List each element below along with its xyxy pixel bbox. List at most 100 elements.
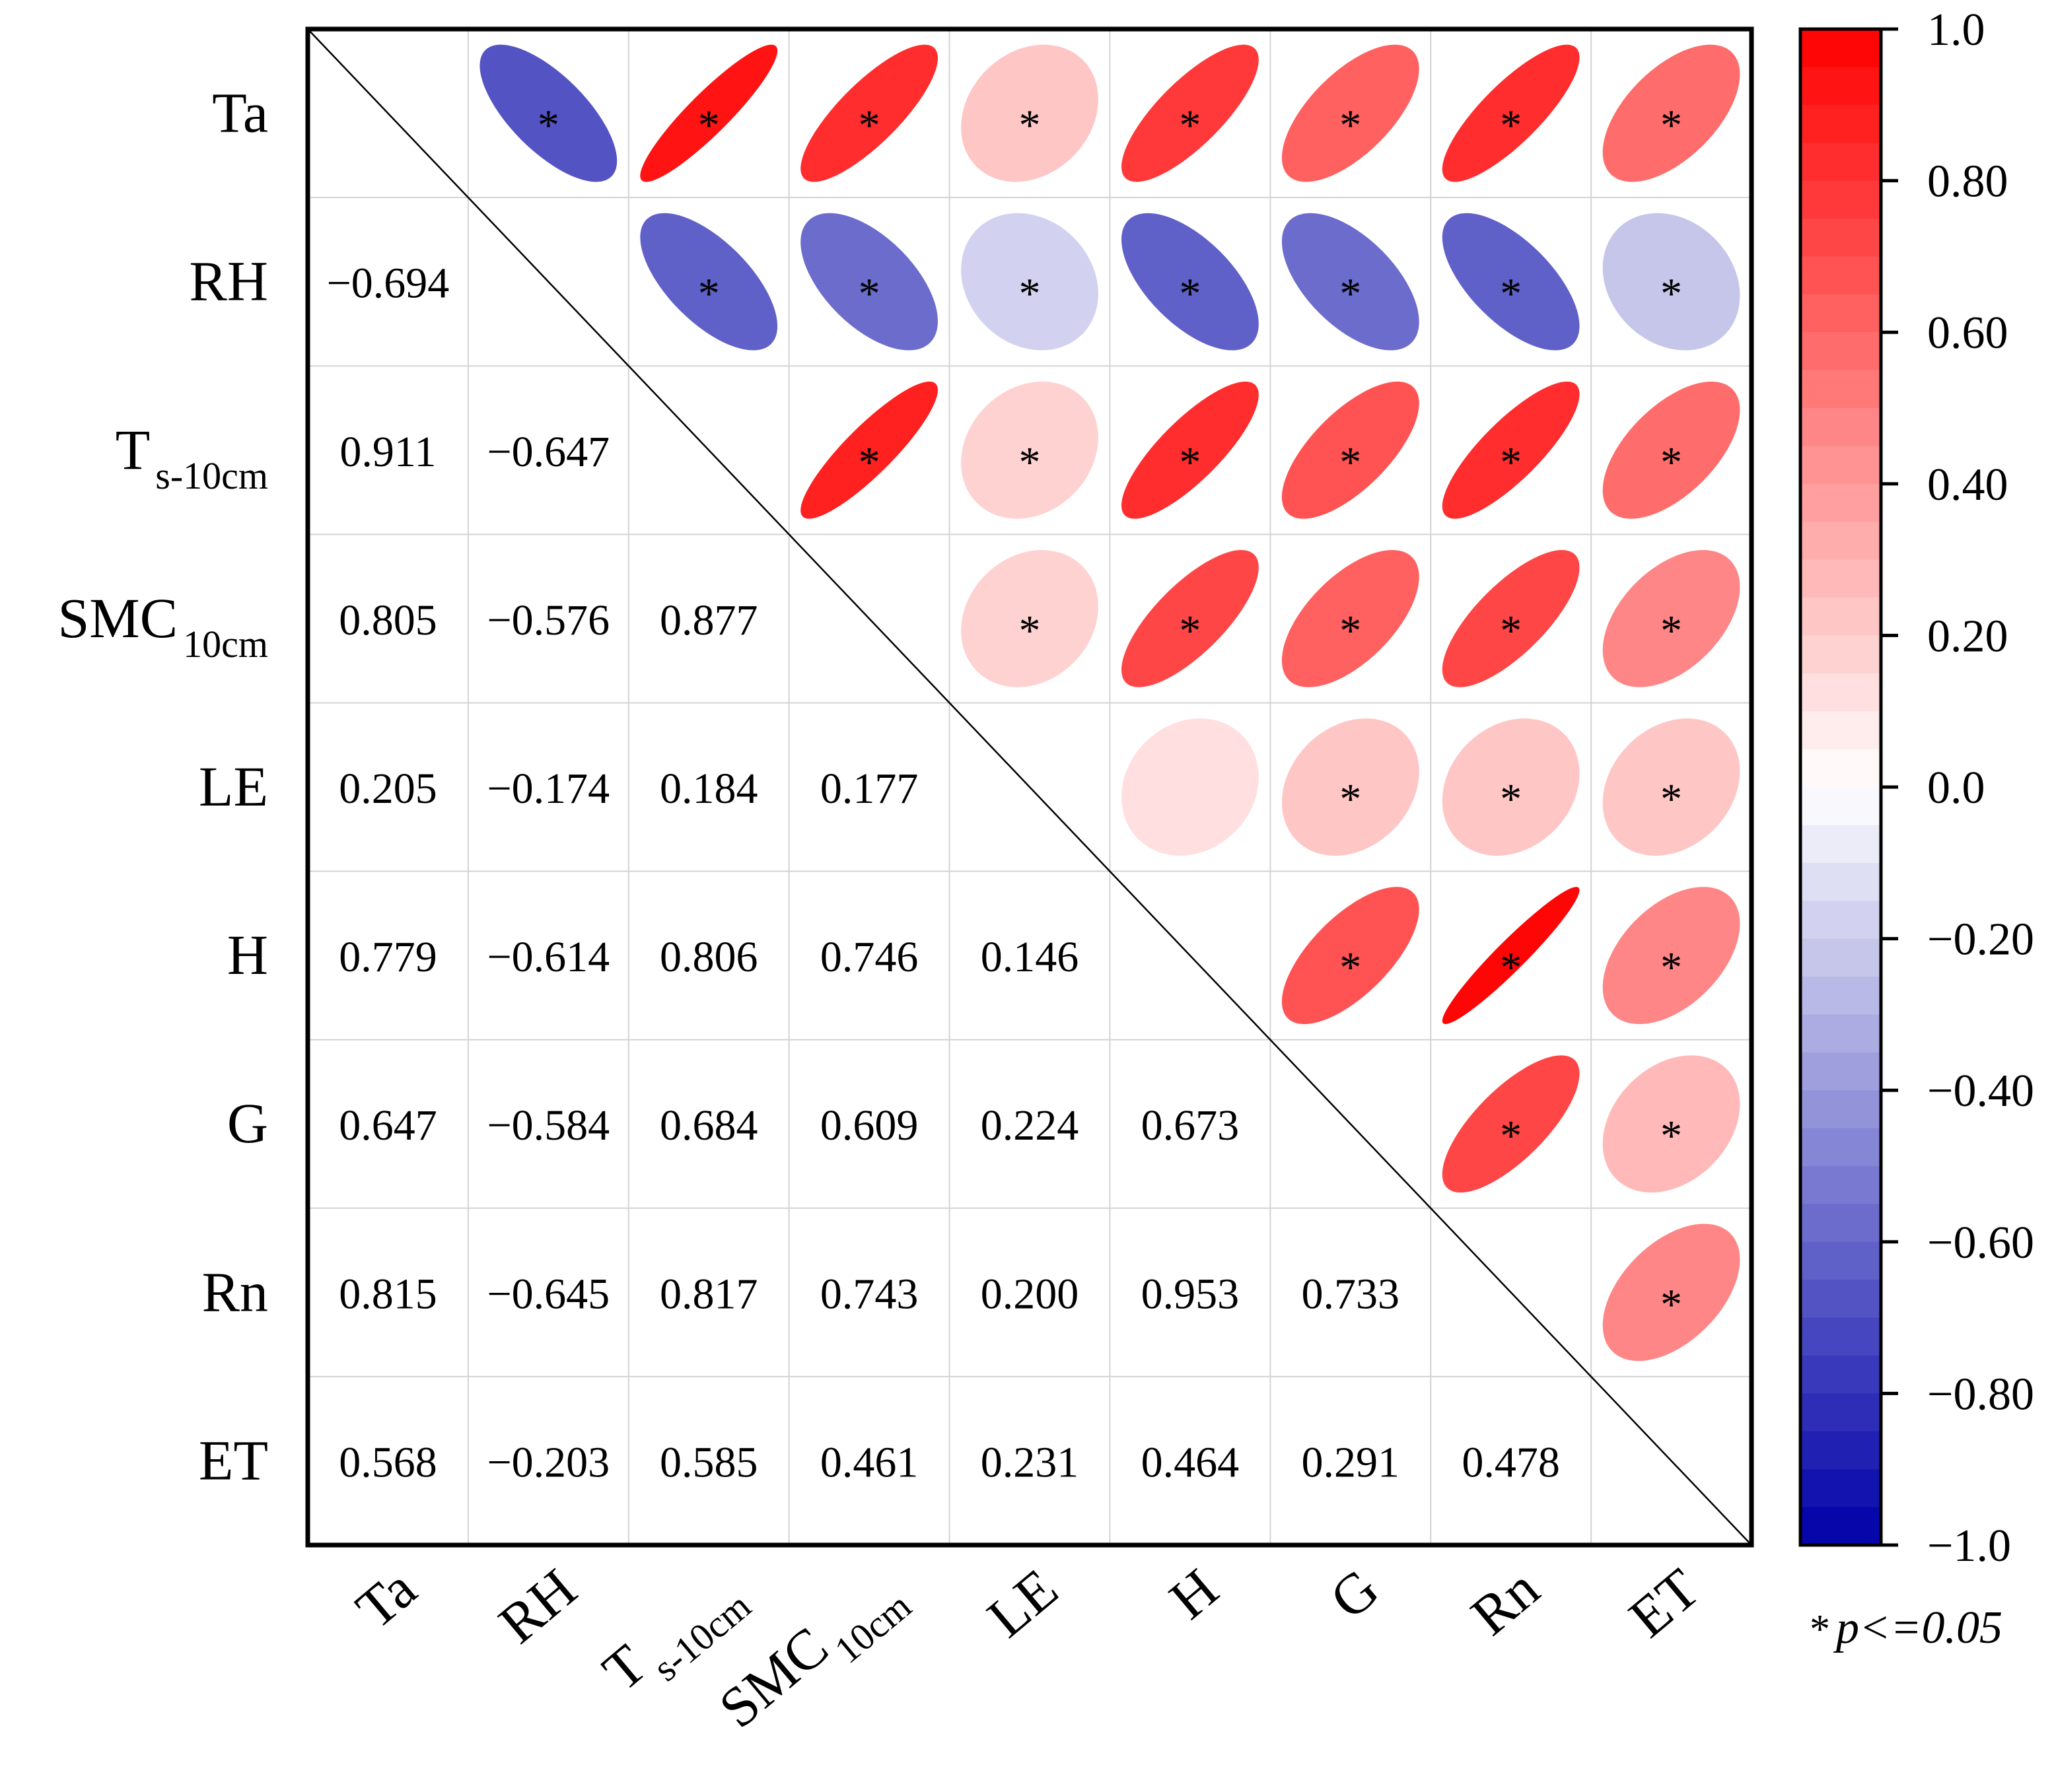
correlation-ellipse: [800, 213, 938, 351]
row-label-main: T: [116, 418, 151, 481]
correlation-ellipse: [1281, 381, 1419, 519]
significance-marks: * * * * * * * * * * * * * * * * * * * * * * * * * * * * * * * * * * *: [538, 102, 1682, 1329]
significance-star: *: [1500, 775, 1522, 823]
colorbar-tick-label: −0.20: [1927, 914, 2034, 965]
row-label-main: G: [227, 1091, 268, 1155]
colorbar-step: [1800, 1393, 1881, 1432]
significance-note: p<=0.05: [1833, 1602, 2002, 1653]
correlation-ellipse: [1442, 718, 1580, 856]
colorbar-step: [1800, 370, 1881, 409]
colorbar-step: [1800, 1128, 1881, 1167]
colorbar-step: [1800, 787, 1881, 826]
significance-star: *: [1660, 607, 1682, 655]
colorbar-step: [1800, 483, 1881, 522]
colorbar-step: [1800, 1166, 1881, 1205]
correlation-ellipse: [1442, 887, 1580, 1024]
colorbar-tick-label: −0.40: [1927, 1066, 2034, 1117]
correlation-value: 0.146: [981, 933, 1079, 981]
correlation-value: 0.684: [660, 1101, 758, 1150]
colorbar-step: [1800, 938, 1881, 977]
column-label-subscript: 10cm: [826, 1584, 919, 1672]
significance-star: *: [1660, 438, 1682, 487]
correlation-value: 0.461: [820, 1438, 919, 1486]
plot-frame: [305, 26, 1754, 1548]
colorbar-tick-label: 0.80: [1927, 156, 2008, 207]
column-label: ET: [1617, 1556, 1711, 1649]
colorbar-tick-label: 0.40: [1927, 460, 2008, 510]
correlation-value: 0.184: [660, 765, 758, 813]
correlation-value: 0.464: [1141, 1438, 1240, 1486]
correlation-value: 0.815: [339, 1270, 437, 1318]
correlation-ellipse: [1602, 887, 1740, 1024]
correlation-ellipse: [1121, 381, 1259, 519]
significance-star: *: [1339, 775, 1361, 823]
colorbar-step: [1800, 559, 1881, 598]
significance-star: *: [1500, 438, 1522, 487]
colorbar-step: [1800, 1507, 1881, 1546]
correlation-ellipse: [1281, 213, 1419, 351]
column-label-main: RH: [487, 1556, 588, 1655]
significance-star: *: [1019, 270, 1041, 318]
correlation-value: 0.585: [660, 1438, 758, 1486]
colorbar: 1.0 0.80 0.60 0.40 0.20 0.0 −0.20 −0.40 −0.60 −0.…: [1798, 5, 2034, 1571]
colorbar-step: [1800, 711, 1881, 750]
correlation-value: 0.746: [820, 933, 919, 981]
correlation-value: −0.647: [487, 428, 610, 476]
colorbar-step: [1800, 294, 1881, 333]
grid-lines: [308, 29, 1752, 1545]
correlation-ellipse: [1281, 718, 1419, 856]
colorbar-step: [1800, 522, 1881, 561]
correlation-ellipse: [1442, 1055, 1580, 1193]
correlation-value: 0.291: [1302, 1438, 1400, 1486]
column-label-main: G: [1318, 1556, 1390, 1631]
significance-star: *: [1339, 270, 1361, 318]
significance-star: *: [1339, 102, 1361, 150]
significance-star: *: [1019, 607, 1041, 655]
correlation-value: −0.174: [487, 765, 610, 813]
significance-legend: * p<=0.05: [1810, 1602, 2002, 1653]
correlation-value: 0.200: [981, 1270, 1079, 1318]
colorbar-step: [1800, 749, 1881, 788]
row-label: ET: [199, 1428, 268, 1492]
colorbar-step: [1800, 1469, 1881, 1508]
correlation-value: 0.817: [660, 1270, 758, 1318]
column-label-main: Ta: [344, 1556, 428, 1641]
colorbar-step: [1800, 1090, 1881, 1129]
significance-star: *: [859, 438, 880, 487]
correlation-ellipse: [1121, 213, 1259, 351]
column-label-main: LE: [975, 1556, 1069, 1649]
row-label-subscript: 10cm: [183, 623, 268, 666]
row-label-main: SMC: [57, 586, 178, 650]
correlation-ellipse: [1281, 44, 1419, 182]
row-label-main: ET: [199, 1428, 268, 1492]
colorbar-step: [1800, 104, 1881, 143]
column-label: G: [1318, 1556, 1390, 1631]
colorbar-step: [1800, 332, 1881, 371]
colorbar-step: [1800, 1431, 1881, 1470]
significance-star: *: [1339, 607, 1361, 655]
correlation-ellipse: [961, 213, 1098, 351]
row-label: H: [227, 923, 268, 986]
significance-star: *: [859, 270, 880, 318]
correlation-ellipse: [1602, 213, 1740, 351]
correlation-ellipse: [800, 44, 938, 182]
row-label-subscript: s-10cm: [155, 454, 268, 497]
colorbar-step: [1800, 673, 1881, 712]
correlation-ellipse: [1281, 550, 1419, 687]
correlation-value: 0.806: [660, 933, 758, 981]
row-label: G: [227, 1091, 268, 1155]
correlation-ellipse: [1442, 550, 1580, 687]
column-label-main: H: [1158, 1556, 1230, 1631]
colorbar-step: [1800, 1317, 1881, 1356]
row-label: LE: [199, 755, 268, 818]
correlation-value: −0.694: [327, 259, 450, 308]
row-label-main: Rn: [202, 1260, 268, 1323]
significance-star: *: [1019, 102, 1041, 150]
column-label: RH: [487, 1556, 588, 1655]
colorbar-step: [1800, 901, 1881, 940]
correlation-value: 0.877: [660, 596, 758, 644]
significance-star: *: [1500, 607, 1522, 655]
significance-star: *: [1660, 102, 1682, 150]
colorbar-tick-label: −0.80: [1927, 1369, 2034, 1420]
colorbar-tick-label: 1.0: [1927, 5, 1985, 55]
